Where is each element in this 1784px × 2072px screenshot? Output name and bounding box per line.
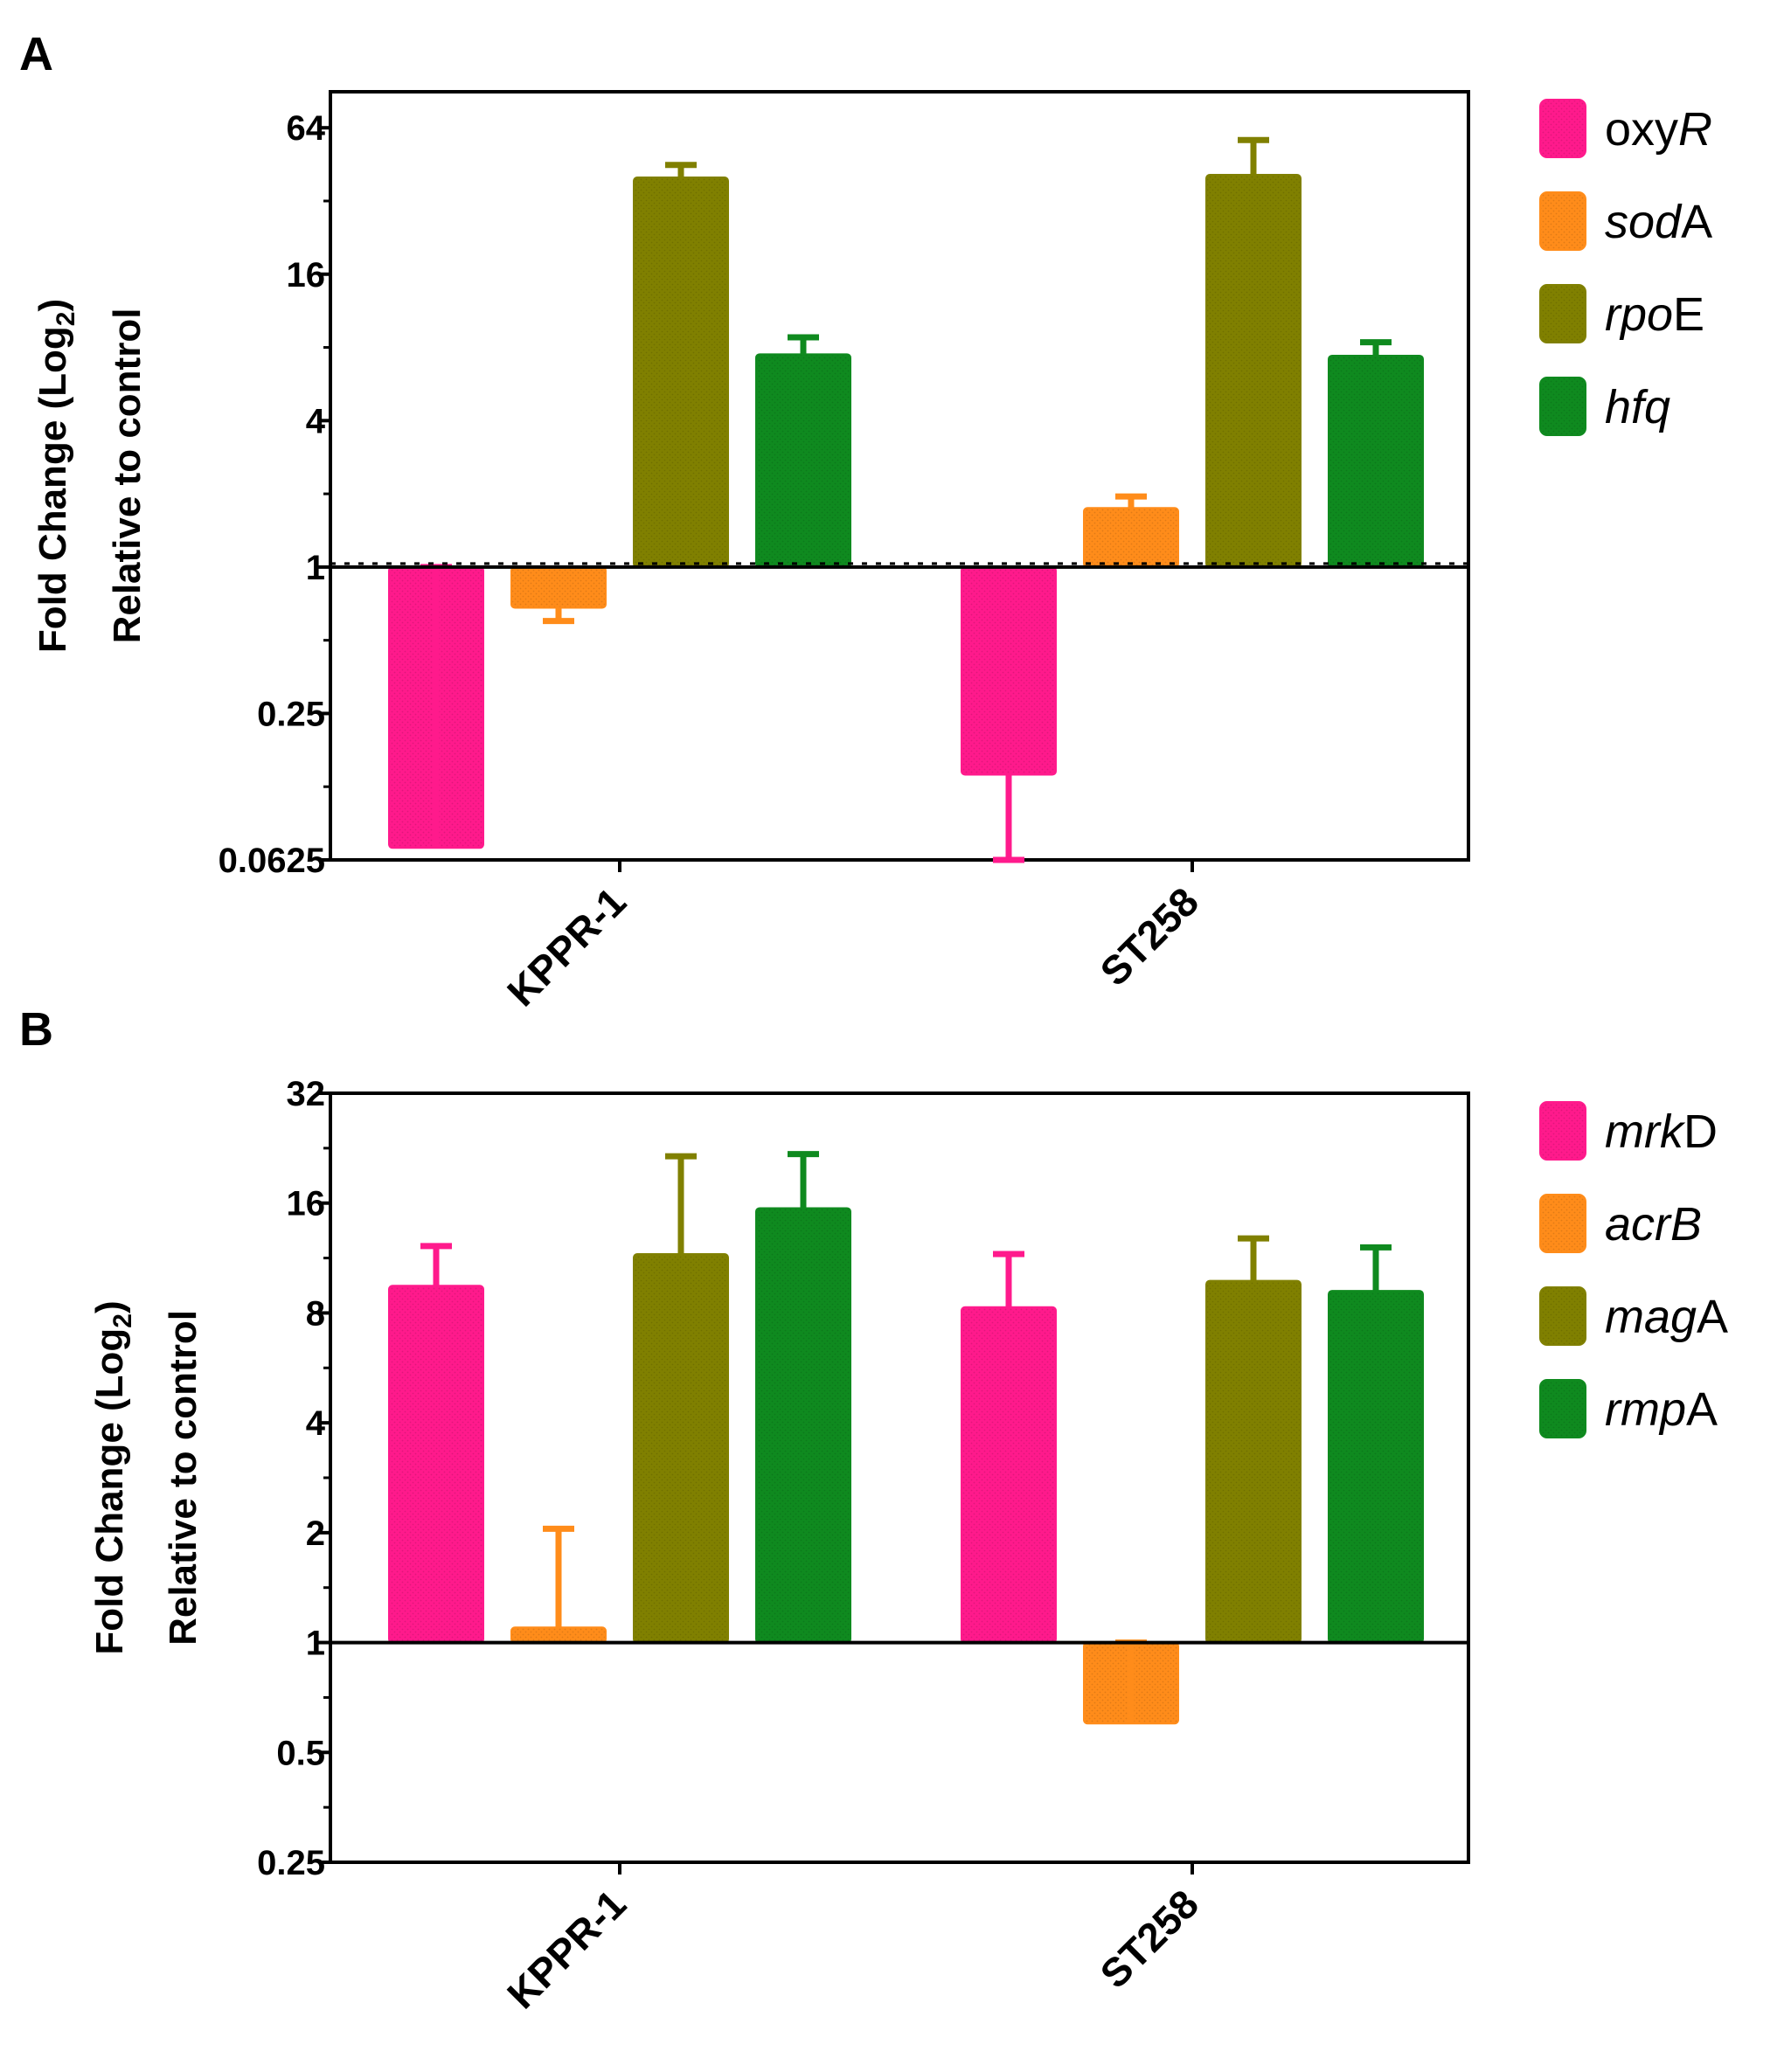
x-category-label: KPPR-1 [498, 878, 635, 1015]
legend-label-oxyR: oxyR [1605, 103, 1712, 156]
legend-label-acrB: acrB [1605, 1198, 1702, 1251]
x-category-label: ST258 [1091, 1881, 1207, 1997]
legend-label-part: rpo [1605, 288, 1673, 341]
y-tick-label: 16 [287, 1185, 326, 1223]
bar-hfq-kppr-1 [755, 353, 851, 568]
chart-panel-a: A 0.0625 0.25 1 4 16 64 Fold Change (Log2) Relat… [19, 28, 1712, 1015]
legend-label-part: acrB [1605, 1198, 1702, 1251]
bar-rpoE-kppr-1 [633, 177, 729, 568]
y-tick-label: 32 [287, 1075, 326, 1113]
bar-oxyR-st258 [961, 565, 1057, 776]
y-tick-label: 4 [306, 402, 326, 440]
legend-label-part: A [1681, 196, 1712, 248]
legend-label-rpoE: rpoE [1605, 288, 1704, 341]
y-tick-label: 8 [306, 1294, 325, 1333]
legend-label-part: A [1686, 1383, 1718, 1436]
legend-swatch-rmpA [1539, 1379, 1586, 1438]
legend-label-part: sod [1605, 196, 1683, 248]
legend-swatch-mrkD [1539, 1101, 1586, 1161]
legend-label-rmpA: rmpA [1605, 1383, 1718, 1436]
y-axis-title-close: ) [31, 299, 74, 312]
legend-swatch-oxyR [1539, 99, 1586, 158]
x-category-label: KPPR-1 [498, 1881, 635, 2017]
legend-label-part: D [1683, 1105, 1718, 1158]
bar-acrB-kppr-1 [510, 1626, 607, 1644]
y-tick-label: 1 [306, 549, 325, 587]
legend-swatch-magA [1539, 1286, 1586, 1346]
y-tick-label: 0.25 [257, 1844, 325, 1882]
y-axis-title: Fold Change (Log2) [88, 1300, 137, 1654]
legend-label-hfq: hfq [1605, 381, 1670, 433]
y-tick-label: 2 [306, 1514, 325, 1553]
y-tick-label: 0.0625 [219, 842, 325, 880]
legend-swatch-hfq [1539, 377, 1586, 436]
y-tick-label: 16 [287, 256, 326, 295]
legend-label-magA: magA [1605, 1291, 1728, 1343]
x-category-label: ST258 [1091, 878, 1207, 994]
legend-label-part: hfq [1605, 381, 1670, 433]
y-axis-title-text: Fold Change (Log [88, 1328, 131, 1655]
legend-swatch-acrB [1539, 1194, 1586, 1253]
legend-label-part: E [1673, 288, 1704, 341]
legend-label-part: oxy [1605, 103, 1678, 156]
legend-label-part: mag [1605, 1291, 1697, 1343]
y-axis-title-line2: Relative to control [162, 1310, 205, 1646]
bar-sodA-kppr-1 [510, 565, 607, 609]
y-tick-label: 0.5 [276, 1734, 325, 1772]
y-axis-title: Fold Change (Log2) [31, 299, 80, 653]
bar-rmpA-kppr-1 [755, 1207, 851, 1644]
legend-label-part: A [1697, 1291, 1728, 1343]
bar-sodA-st258 [1083, 507, 1179, 568]
y-axis-title-subscript: 2 [108, 1313, 137, 1328]
y-tick-label: 0.25 [257, 695, 325, 733]
bar-mrkD-st258 [961, 1306, 1057, 1644]
legend-label-mrkD: mrkD [1605, 1105, 1718, 1158]
legend-label-sodA: sodA [1605, 196, 1712, 248]
bar-rpoE-st258 [1205, 174, 1302, 568]
bar-magA-st258 [1205, 1279, 1302, 1644]
legend-label-part: rmp [1605, 1383, 1686, 1436]
bar-hfq-st258 [1328, 354, 1424, 568]
y-tick-label: 1 [306, 1625, 325, 1663]
panel-label: B [19, 1003, 53, 1056]
legend-swatch-rpoE [1539, 284, 1586, 343]
bar-rmpA-st258 [1328, 1290, 1424, 1644]
legend-swatch-sodA [1539, 191, 1586, 251]
y-tick-label: 64 [287, 109, 326, 148]
y-axis-title-text: Fold Change (Log [31, 326, 74, 653]
y-axis-title-line2: Relative to control [106, 308, 149, 644]
bar-magA-kppr-1 [633, 1253, 729, 1644]
y-tick-label: 4 [306, 1404, 326, 1443]
legend-label-part: mrk [1605, 1105, 1686, 1158]
y-axis-title-close: ) [88, 1300, 131, 1313]
bar-mrkD-kppr-1 [388, 1285, 484, 1644]
panel-label: A [19, 28, 53, 80]
plot-frame [329, 90, 1470, 862]
y-axis-title-subscript: 2 [52, 312, 80, 327]
legend-label-part: R [1678, 103, 1712, 156]
